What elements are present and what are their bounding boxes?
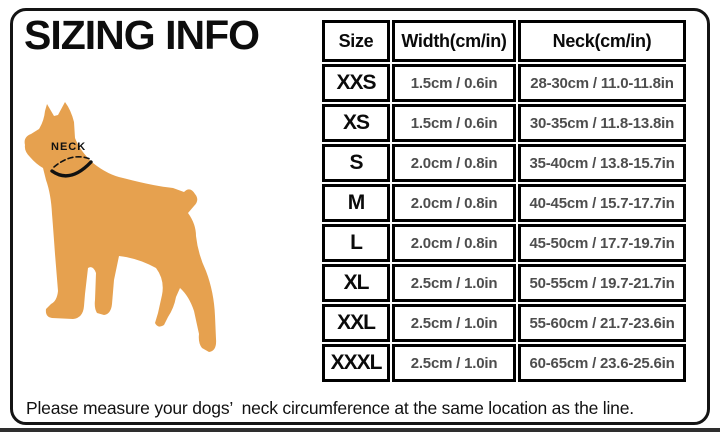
size-cell: XXS: [322, 64, 390, 102]
page-title: SIZING INFO: [24, 12, 260, 58]
width-cell: 2.5cm / 1.0in: [392, 264, 516, 302]
neck-cell: 55-60cm / 21.7-23.6in: [518, 304, 686, 342]
collar-line: [50, 160, 93, 178]
neck-cell: 50-55cm / 19.7-21.7in: [518, 264, 686, 302]
table-row: XXS 1.5cm / 0.6in 28-30cm / 11.0-11.8in: [322, 64, 686, 102]
width-cell: 2.5cm / 1.0in: [392, 304, 516, 342]
neck-cell: 45-50cm / 17.7-19.7in: [518, 224, 686, 262]
dog-silhouette: [24, 102, 217, 352]
width-cell: 2.0cm / 0.8in: [392, 144, 516, 182]
dog-illustration: NECK: [18, 96, 223, 358]
width-cell: 1.5cm / 0.6in: [392, 104, 516, 142]
collar-dashed-line: [53, 156, 91, 168]
width-cell: 2.0cm / 0.8in: [392, 184, 516, 222]
header-width: Width(cm/in): [392, 20, 516, 62]
measurement-note: Please measure your dogs’ neck circumfer…: [26, 398, 634, 418]
size-table-body: XXS 1.5cm / 0.6in 28-30cm / 11.0-11.8in XS 1…: [322, 64, 686, 382]
table-row: XS 1.5cm / 0.6in 30-35cm / 11.8-13.8in: [322, 104, 686, 142]
header-size: Size: [322, 20, 390, 62]
header-neck: Neck(cm/in): [518, 20, 686, 62]
bottom-edge-strip: [0, 428, 720, 432]
neck-cell: 60-65cm / 23.6-25.6in: [518, 344, 686, 382]
neck-cell: 28-30cm / 11.0-11.8in: [518, 64, 686, 102]
table-row: XL 2.5cm / 1.0in 50-55cm / 19.7-21.7in: [322, 264, 686, 302]
table-row: XXL 2.5cm / 1.0in 55-60cm / 21.7-23.6in: [322, 304, 686, 342]
size-cell: M: [322, 184, 390, 222]
neck-label: NECK: [51, 141, 87, 153]
size-cell: XXXL: [322, 344, 390, 382]
width-cell: 2.0cm / 0.8in: [392, 224, 516, 262]
neck-cell: 35-40cm / 13.8-15.7in: [518, 144, 686, 182]
width-cell: 1.5cm / 0.6in: [392, 64, 516, 102]
table-row: L 2.0cm / 0.8in 45-50cm / 17.7-19.7in: [322, 224, 686, 262]
dog-svg: [24, 102, 217, 352]
size-cell: XS: [322, 104, 390, 142]
table-header-row: Size Width(cm/in) Neck(cm/in): [322, 20, 686, 62]
table-row: S 2.0cm / 0.8in 35-40cm / 13.8-15.7in: [322, 144, 686, 182]
width-cell: 2.5cm / 1.0in: [392, 344, 516, 382]
size-cell: XXL: [322, 304, 390, 342]
size-cell: XL: [322, 264, 390, 302]
table-row: M 2.0cm / 0.8in 40-45cm / 15.7-17.7in: [322, 184, 686, 222]
size-table: Size Width(cm/in) Neck(cm/in) XXS 1.5cm /…: [320, 18, 688, 384]
size-cell: S: [322, 144, 390, 182]
table-row: XXXL 2.5cm / 1.0in 60-65cm / 23.6-25.6in: [322, 344, 686, 382]
neck-cell: 30-35cm / 11.8-13.8in: [518, 104, 686, 142]
size-cell: L: [322, 224, 390, 262]
neck-cell: 40-45cm / 15.7-17.7in: [518, 184, 686, 222]
